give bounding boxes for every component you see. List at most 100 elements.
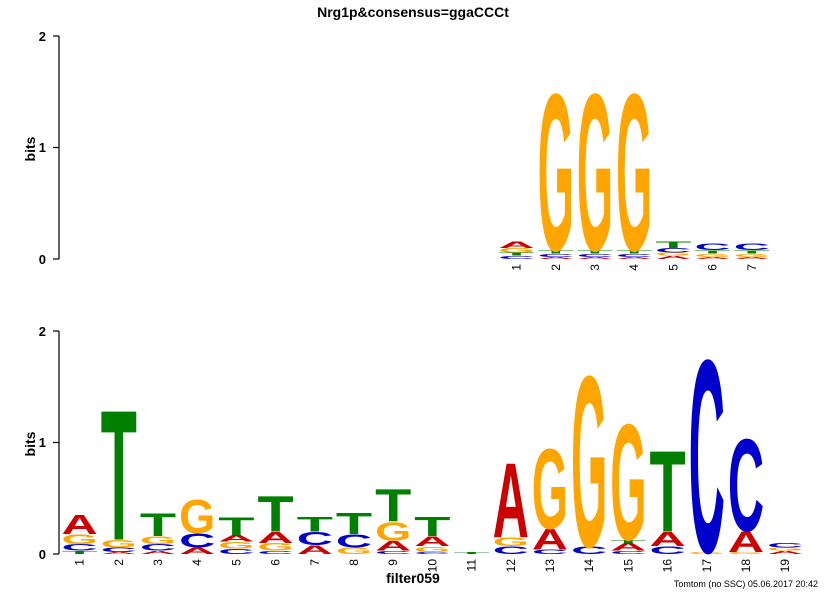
- letter-a-glyph: A: [62, 508, 98, 540]
- letter-g-glyph: G: [499, 247, 535, 254]
- letter-c-glyph: C: [538, 253, 574, 258]
- letter-a-glyph: A: [297, 543, 333, 557]
- letter-c-glyph: C: [493, 544, 529, 556]
- y-axis-title: bits: [22, 136, 38, 161]
- letter-t-glyph: T: [538, 249, 575, 254]
- letter-c-glyph: C: [610, 550, 646, 555]
- y-tick-label: 1: [39, 435, 46, 450]
- letter-t-glyph: T: [655, 240, 691, 250]
- letter-t-glyph: T: [101, 372, 137, 579]
- target-logo-column: ACG: [179, 490, 215, 556]
- letter-a-glyph: A: [734, 256, 770, 259]
- letter-t-glyph: T: [62, 550, 99, 555]
- target-logo-column: CGA: [493, 440, 529, 560]
- target-logo-column: GAC: [728, 413, 764, 560]
- y-tick-label: 2: [39, 324, 46, 339]
- letter-a-glyph: A: [655, 255, 691, 260]
- letter-c-glyph: C: [140, 542, 176, 553]
- target-logo-column: GC: [689, 303, 725, 595]
- letter-t-glyph: T: [375, 481, 411, 532]
- y-axis-title: bits: [22, 431, 38, 456]
- letter-g-glyph: G: [577, 48, 613, 299]
- position-label: 13: [543, 559, 557, 573]
- letter-c-glyph: C: [179, 529, 215, 552]
- position-label: 16: [661, 559, 675, 573]
- position-label: 6: [706, 264, 720, 271]
- letter-c-glyph: C: [728, 413, 764, 560]
- letter-c-glyph: C: [62, 542, 98, 553]
- target-logo-column: T: [454, 551, 491, 554]
- letter-a-glyph: A: [499, 239, 535, 250]
- letter-g-glyph: G: [258, 541, 294, 553]
- letter-c-glyph: C: [655, 247, 691, 254]
- letter-t-glyph: T: [454, 551, 491, 554]
- position-label: 2: [549, 264, 563, 271]
- letter-c-glyph: C: [734, 242, 770, 253]
- letter-g-glyph: G: [734, 253, 770, 258]
- position-label: 17: [700, 559, 714, 573]
- letter-t-glyph: T: [577, 249, 614, 254]
- letter-g-glyph: G: [218, 540, 254, 550]
- letter-g-glyph: G: [728, 551, 764, 554]
- letter-c-glyph: C: [101, 546, 137, 553]
- target-logo-column: CG: [571, 327, 607, 595]
- letter-a-glyph: A: [577, 256, 613, 259]
- letter-g-glyph: G: [616, 48, 652, 299]
- position-label: 5: [229, 559, 243, 566]
- position-label: 7: [745, 264, 759, 271]
- letter-g-glyph: G: [414, 545, 450, 554]
- letter-g-glyph: G: [767, 547, 803, 552]
- target-logo-column: AGC: [767, 542, 803, 555]
- position-label: 2: [112, 559, 126, 566]
- x-axis-title: filter059: [386, 570, 440, 586]
- letter-t-glyph: T: [499, 251, 536, 256]
- letter-c-glyph: C: [297, 529, 333, 550]
- letter-g-glyph: G: [695, 253, 731, 258]
- position-label: 8: [347, 559, 361, 566]
- y-tick-label: 0: [39, 252, 46, 267]
- letter-c-glyph: C: [336, 531, 372, 552]
- position-label: 4: [627, 264, 641, 271]
- position-label: 3: [151, 559, 165, 566]
- letter-g-glyph: G: [336, 546, 372, 556]
- letter-t-glyph: T: [650, 427, 686, 557]
- y-tick-label: 1: [39, 140, 46, 155]
- letter-c-glyph: C: [616, 253, 652, 258]
- letter-g-glyph: G: [689, 551, 725, 554]
- letter-c-glyph: C: [414, 551, 450, 554]
- position-label: 14: [582, 559, 596, 573]
- letter-c-glyph: C: [499, 255, 535, 260]
- letter-a-glyph: A: [179, 545, 215, 556]
- position-label: 15: [621, 559, 635, 573]
- letter-t-glyph: T: [297, 513, 333, 537]
- position-label: 18: [739, 559, 753, 573]
- letter-a-glyph: A: [218, 533, 254, 544]
- position-label: 6: [269, 559, 283, 566]
- query-logo-panel: 2 1 0 bits CTGA1ACTG2ACTG3ACTG4AGCT5AGTC…: [22, 29, 770, 299]
- letter-c-glyph: C: [218, 547, 254, 556]
- y-tick-label: 2: [39, 29, 46, 44]
- letter-c-glyph: C: [695, 242, 731, 253]
- letter-t-glyph: T: [336, 506, 372, 541]
- letter-g-glyph: G: [62, 532, 98, 547]
- letter-g-glyph: G: [140, 534, 176, 546]
- letter-a-glyph: A: [140, 550, 176, 555]
- letter-a-glyph: A: [616, 256, 652, 259]
- letter-a-glyph: A: [493, 440, 529, 560]
- target-logo-marks: TCGA1ACGT2ACGT3ACG4CGAT5CGAT6ACT7GCT8CAG…: [62, 303, 804, 595]
- letter-c-glyph: C: [689, 303, 725, 590]
- letter-a-glyph: A: [650, 528, 686, 551]
- letter-c-glyph: C: [577, 253, 613, 258]
